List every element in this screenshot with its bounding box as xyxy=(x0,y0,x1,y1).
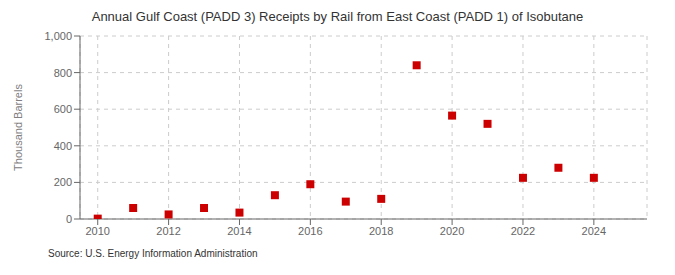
svg-text:Thousand Barrels: Thousand Barrels xyxy=(12,84,24,171)
svg-text:2018: 2018 xyxy=(369,225,393,237)
html-text:Source: U.S. Energy Informatio: Source: U.S. Energy Information Administ… xyxy=(48,248,258,259)
svg-text:0: 0 xyxy=(66,213,72,225)
svg-text:2014: 2014 xyxy=(227,225,251,237)
svg-text:800: 800 xyxy=(54,67,72,79)
svg-text:400: 400 xyxy=(54,140,72,152)
svg-text:2010: 2010 xyxy=(85,225,109,237)
svg-text:2022: 2022 xyxy=(511,225,535,237)
svg-text:2020: 2020 xyxy=(440,225,464,237)
svg-text:200: 200 xyxy=(54,176,72,188)
svg-text:2016: 2016 xyxy=(298,225,322,237)
svg-text:2012: 2012 xyxy=(156,225,180,237)
svg-text:600: 600 xyxy=(54,103,72,115)
html-text:Annual Gulf Coast (PADD 3) Rec: Annual Gulf Coast (PADD 3) Receipts by R… xyxy=(91,9,584,24)
svg-text:2024: 2024 xyxy=(582,225,606,237)
svg-text:1,000: 1,000 xyxy=(44,30,72,42)
